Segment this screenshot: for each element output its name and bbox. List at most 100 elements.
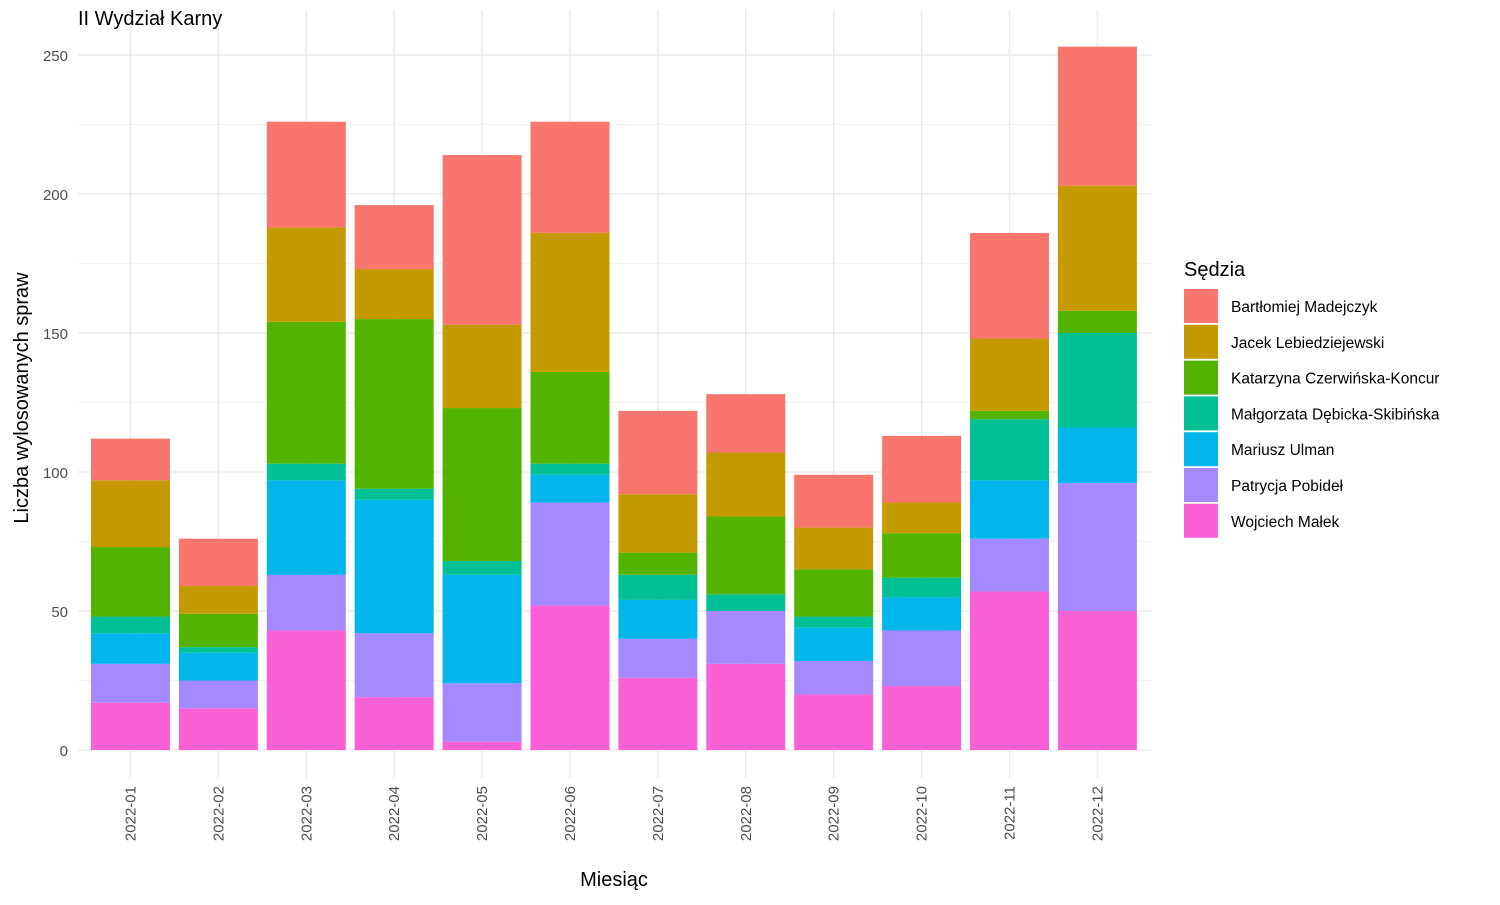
bar-segment-bart-omiej-madejczyk-2022-12 [1057, 46, 1137, 186]
bar-segment-patrycja-pobide--2022-06 [530, 502, 610, 606]
bar-segment-wojciech-ma-ek-2022-04 [354, 697, 434, 750]
bar-segment-patrycja-pobide--2022-07 [618, 638, 698, 678]
bar-segment-patrycja-pobide--2022-09 [794, 661, 874, 695]
chart-title: II Wydział Karny [78, 8, 223, 30]
x-tick-label: 2022-07 [650, 786, 667, 841]
x-axis-title: Miesiąc [580, 869, 648, 891]
bar-segment-jacek-lebiedziejewski-2022-04 [354, 269, 434, 320]
bar-segment-bart-omiej-madejczyk-2022-05 [442, 155, 522, 325]
bar-segment-bart-omiej-madejczyk-2022-11 [970, 232, 1049, 339]
bar-segment-ma-gorzata-d-bicka-skibi-ska-2022-10 [882, 577, 962, 598]
bar-segment-jacek-lebiedziejewski-2022-03 [266, 227, 346, 322]
bar-segment-ma-gorzata-d-bicka-skibi-ska-2022-05 [442, 560, 522, 575]
bar-segment-ma-gorzata-d-bicka-skibi-ska-2022-02 [178, 647, 258, 653]
bar-segment-mariusz-ulman-2022-10 [882, 597, 962, 631]
bar-segment-ma-gorzata-d-bicka-skibi-ska-2022-08 [706, 594, 786, 611]
bar-segment-wojciech-ma-ek-2022-07 [618, 677, 698, 750]
bar-segment-ma-gorzata-d-bicka-skibi-ska-2022-11 [970, 419, 1049, 481]
bar-segment-katarzyna-czerwi-ska-koncur-2022-02 [178, 613, 258, 648]
bar-segment-patrycja-pobide--2022-05 [442, 683, 522, 742]
bar-segment-ma-gorzata-d-bicka-skibi-ska-2022-12 [1057, 333, 1137, 428]
bar-segment-bart-omiej-madejczyk-2022-04 [354, 205, 434, 270]
bar-segment-patrycja-pobide--2022-11 [970, 538, 1049, 592]
bar-segment-katarzyna-czerwi-ska-koncur-2022-11 [970, 410, 1049, 420]
bar-segment-jacek-lebiedziejewski-2022-10 [882, 502, 962, 534]
y-tick-label: 50 [51, 604, 68, 621]
bar-segment-ma-gorzata-d-bicka-skibi-ska-2022-07 [618, 574, 698, 600]
legend-swatch [1184, 360, 1218, 395]
x-tick-label: 2022-08 [738, 786, 755, 841]
x-tick-label: 2022-09 [826, 786, 843, 841]
legend-swatch [1184, 396, 1218, 431]
bar-segment-patrycja-pobide--2022-03 [266, 574, 346, 631]
x-tick-label: 2022-04 [386, 786, 403, 841]
y-tick-label: 250 [43, 48, 68, 65]
bar-segment-katarzyna-czerwi-ska-koncur-2022-10 [882, 533, 962, 578]
bar-segment-katarzyna-czerwi-ska-koncur-2022-03 [266, 321, 346, 464]
bar-segment-mariusz-ulman-2022-09 [794, 627, 874, 662]
bar-segment-katarzyna-czerwi-ska-koncur-2022-12 [1057, 310, 1137, 333]
bar-segment-ma-gorzata-d-bicka-skibi-ska-2022-09 [794, 616, 874, 628]
bar-segment-patrycja-pobide--2022-02 [178, 680, 258, 709]
y-tick-label: 100 [43, 465, 68, 482]
legend-label: Wojciech Małek [1231, 514, 1340, 531]
bar-segment-jacek-lebiedziejewski-2022-08 [706, 452, 786, 517]
legend-label: Mariusz Ulman [1231, 442, 1334, 459]
bar-segment-wojciech-ma-ek-2022-09 [794, 694, 874, 750]
legend-title: Sędzia [1184, 259, 1246, 281]
legend-swatch [1184, 503, 1218, 538]
bar-segment-mariusz-ulman-2022-03 [266, 480, 346, 575]
bar-segment-wojciech-ma-ek-2022-12 [1057, 611, 1137, 750]
bar-segment-ma-gorzata-d-bicka-skibi-ska-2022-01 [91, 616, 170, 634]
bar-segment-wojciech-ma-ek-2022-02 [178, 708, 258, 750]
bar-segment-wojciech-ma-ek-2022-05 [442, 741, 522, 750]
legend-label: Patrycja Pobideł [1231, 478, 1344, 495]
bar-segment-wojciech-ma-ek-2022-11 [970, 591, 1049, 750]
bar-segment-jacek-lebiedziejewski-2022-02 [178, 585, 258, 614]
x-tick-label: 2022-11 [1002, 786, 1019, 840]
bar-segment-mariusz-ulman-2022-04 [354, 499, 434, 634]
bar-segment-bart-omiej-madejczyk-2022-01 [91, 438, 170, 481]
legend-label: Katarzyna Czerwińska-Koncur [1231, 371, 1439, 388]
bar-segment-bart-omiej-madejczyk-2022-07 [618, 410, 698, 495]
bar-segment-jacek-lebiedziejewski-2022-11 [970, 338, 1049, 411]
y-tick-label: 150 [43, 326, 68, 343]
bar-segment-mariusz-ulman-2022-05 [442, 574, 522, 684]
bar-segment-katarzyna-czerwi-ska-koncur-2022-07 [618, 552, 698, 575]
bar-segment-bart-omiej-madejczyk-2022-03 [266, 121, 346, 228]
bar-segment-mariusz-ulman-2022-06 [530, 474, 610, 503]
x-tick-label: 2022-01 [123, 786, 140, 841]
bar-segment-jacek-lebiedziejewski-2022-01 [91, 480, 170, 548]
bar-segment-mariusz-ulman-2022-02 [178, 652, 258, 681]
bar-segment-bart-omiej-madejczyk-2022-09 [794, 474, 874, 528]
bar-segment-patrycja-pobide--2022-10 [882, 630, 962, 687]
bar-segment-wojciech-ma-ek-2022-08 [706, 663, 786, 750]
x-tick-label: 2022-10 [914, 786, 931, 841]
bar-segment-wojciech-ma-ek-2022-03 [266, 630, 346, 750]
bar-segment-katarzyna-czerwi-ska-koncur-2022-09 [794, 569, 874, 617]
bar-segment-katarzyna-czerwi-ska-koncur-2022-05 [442, 408, 522, 561]
bar-segment-katarzyna-czerwi-ska-koncur-2022-04 [354, 319, 434, 489]
bar-segment-mariusz-ulman-2022-07 [618, 599, 698, 639]
bar-segment-katarzyna-czerwi-ska-koncur-2022-06 [530, 371, 610, 464]
legend-label: Jacek Lebiedziejewski [1231, 335, 1384, 352]
bar-segment-patrycja-pobide--2022-04 [354, 633, 434, 698]
legend-label: Bartłomiej Madejczyk [1231, 299, 1378, 316]
legend-label: Małgorzata Dębicka-Skibińska [1231, 406, 1440, 423]
y-tick-label: 0 [60, 743, 68, 760]
bar-segment-wojciech-ma-ek-2022-06 [530, 605, 610, 750]
bar-segment-bart-omiej-madejczyk-2022-02 [178, 538, 258, 586]
x-tick-label: 2022-03 [298, 786, 315, 841]
bar-segment-ma-gorzata-d-bicka-skibi-ska-2022-03 [266, 463, 346, 481]
bar-segment-bart-omiej-madejczyk-2022-10 [882, 435, 962, 503]
y-tick-label: 200 [43, 187, 68, 204]
legend-swatch [1184, 468, 1218, 502]
bar-segment-katarzyna-czerwi-ska-koncur-2022-08 [706, 516, 786, 595]
bar-segment-jacek-lebiedziejewski-2022-12 [1057, 185, 1137, 311]
bar-segment-mariusz-ulman-2022-11 [970, 480, 1049, 539]
bar-segment-jacek-lebiedziejewski-2022-09 [794, 527, 874, 570]
x-tick-label: 2022-12 [1089, 786, 1106, 841]
bar-segment-jacek-lebiedziejewski-2022-07 [618, 494, 698, 553]
